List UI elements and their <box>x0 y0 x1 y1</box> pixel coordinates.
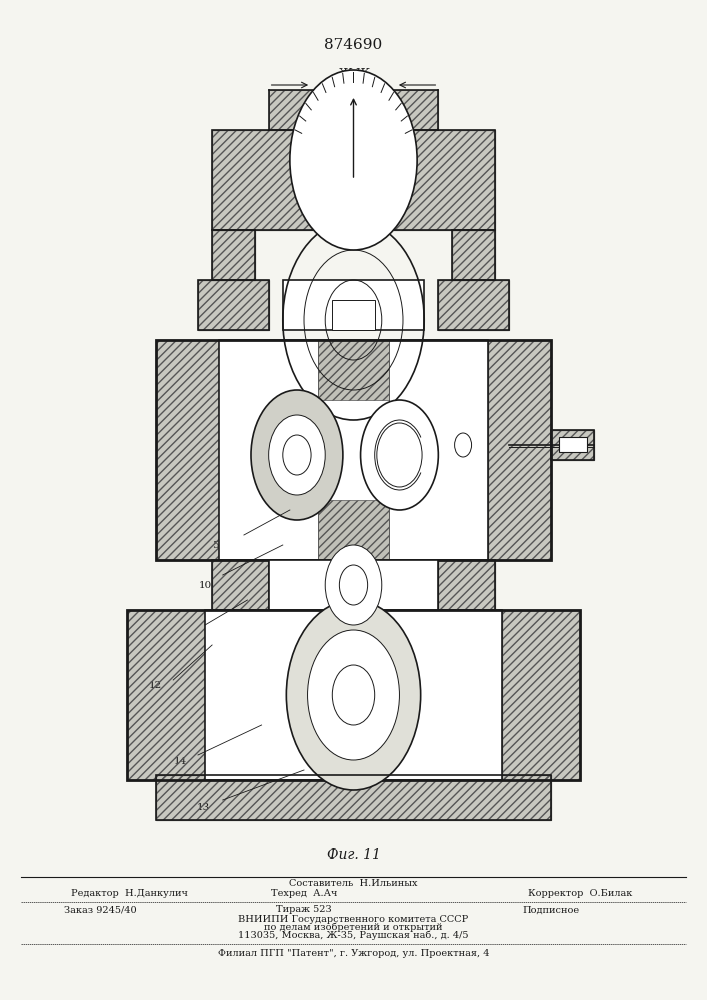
Text: Филиал ПГП "Патент", г. Ужгород, ул. Проектная, 4: Филиал ПГП "Патент", г. Ужгород, ул. Про… <box>218 948 489 958</box>
Bar <box>127 610 205 780</box>
Bar <box>318 340 389 560</box>
Bar <box>551 430 594 460</box>
Bar <box>318 500 389 560</box>
Bar <box>212 130 495 230</box>
Bar <box>127 610 205 780</box>
Bar <box>332 300 375 330</box>
Bar <box>156 775 551 820</box>
Text: 113035, Москва, Ж-35, Раушская наб., д. 4/5: 113035, Москва, Ж-35, Раушская наб., д. … <box>238 930 469 940</box>
Circle shape <box>286 600 421 790</box>
Bar <box>205 610 502 780</box>
Bar <box>212 130 495 230</box>
Bar <box>488 340 551 560</box>
Bar <box>156 340 219 560</box>
Bar <box>156 775 551 820</box>
Bar <box>212 560 269 610</box>
Text: 12: 12 <box>149 680 162 690</box>
Text: Подписное: Подписное <box>523 906 580 914</box>
Bar <box>438 280 509 330</box>
Bar <box>127 610 580 780</box>
Text: 874690: 874690 <box>325 38 382 52</box>
Bar <box>318 340 389 400</box>
Bar <box>502 610 580 780</box>
Bar <box>559 437 587 452</box>
Bar <box>325 610 382 645</box>
Bar <box>212 230 255 280</box>
Bar <box>488 340 551 560</box>
Bar <box>452 230 495 280</box>
Bar <box>198 280 269 330</box>
Circle shape <box>325 545 382 625</box>
Bar <box>156 775 551 820</box>
Text: 10: 10 <box>199 580 211 589</box>
Text: по делам изобретений и открытий: по делам изобретений и открытий <box>264 922 443 932</box>
Bar <box>212 560 269 610</box>
Circle shape <box>332 665 375 725</box>
Circle shape <box>290 70 417 250</box>
Bar <box>212 130 495 230</box>
Bar <box>219 340 488 560</box>
Text: 13: 13 <box>197 802 210 812</box>
Text: Редактор  Н.Данкулич: Редактор Н.Данкулич <box>71 888 187 898</box>
Text: Техред  А.Ач: Техред А.Ач <box>271 888 337 898</box>
Circle shape <box>251 390 343 520</box>
Text: 50: 50 <box>213 540 226 550</box>
Bar <box>212 560 269 610</box>
Bar <box>283 280 424 330</box>
Text: Тираж 523: Тираж 523 <box>276 906 332 914</box>
Text: 14: 14 <box>174 758 187 766</box>
Bar <box>198 280 269 330</box>
Text: 51: 51 <box>471 481 484 489</box>
Text: Фиг. 11: Фиг. 11 <box>327 848 380 862</box>
Text: ВНИИПИ Государственного комитета СССР: ВНИИПИ Государственного комитета СССР <box>238 914 469 924</box>
Circle shape <box>308 630 399 760</box>
Bar <box>198 280 269 330</box>
Bar <box>438 560 495 610</box>
Bar <box>269 90 438 130</box>
Bar <box>551 430 594 460</box>
Bar <box>438 560 495 610</box>
Bar <box>438 280 509 330</box>
Bar <box>452 230 495 280</box>
Text: Заказ 9245/40: Заказ 9245/40 <box>64 906 136 914</box>
Bar <box>325 610 382 780</box>
Circle shape <box>339 565 368 605</box>
Circle shape <box>283 435 311 475</box>
Circle shape <box>377 423 422 487</box>
Bar <box>438 280 509 330</box>
Text: 11: 11 <box>181 631 194 640</box>
Bar <box>438 560 495 610</box>
Bar <box>212 230 255 280</box>
Bar <box>269 560 438 610</box>
Bar <box>551 430 594 460</box>
Bar <box>325 745 382 780</box>
Circle shape <box>455 433 472 457</box>
Bar <box>156 340 551 560</box>
Text: Корректор  О.Билак: Корректор О.Билак <box>527 888 632 898</box>
Bar <box>212 230 255 280</box>
Text: Составитель  Н.Ильиных: Составитель Н.Ильиных <box>289 880 418 888</box>
Bar <box>452 230 495 280</box>
Text: Ж-Ж: Ж-Ж <box>337 68 370 82</box>
Bar <box>156 340 219 560</box>
Bar <box>502 610 580 780</box>
Circle shape <box>361 400 438 510</box>
Circle shape <box>269 415 325 495</box>
